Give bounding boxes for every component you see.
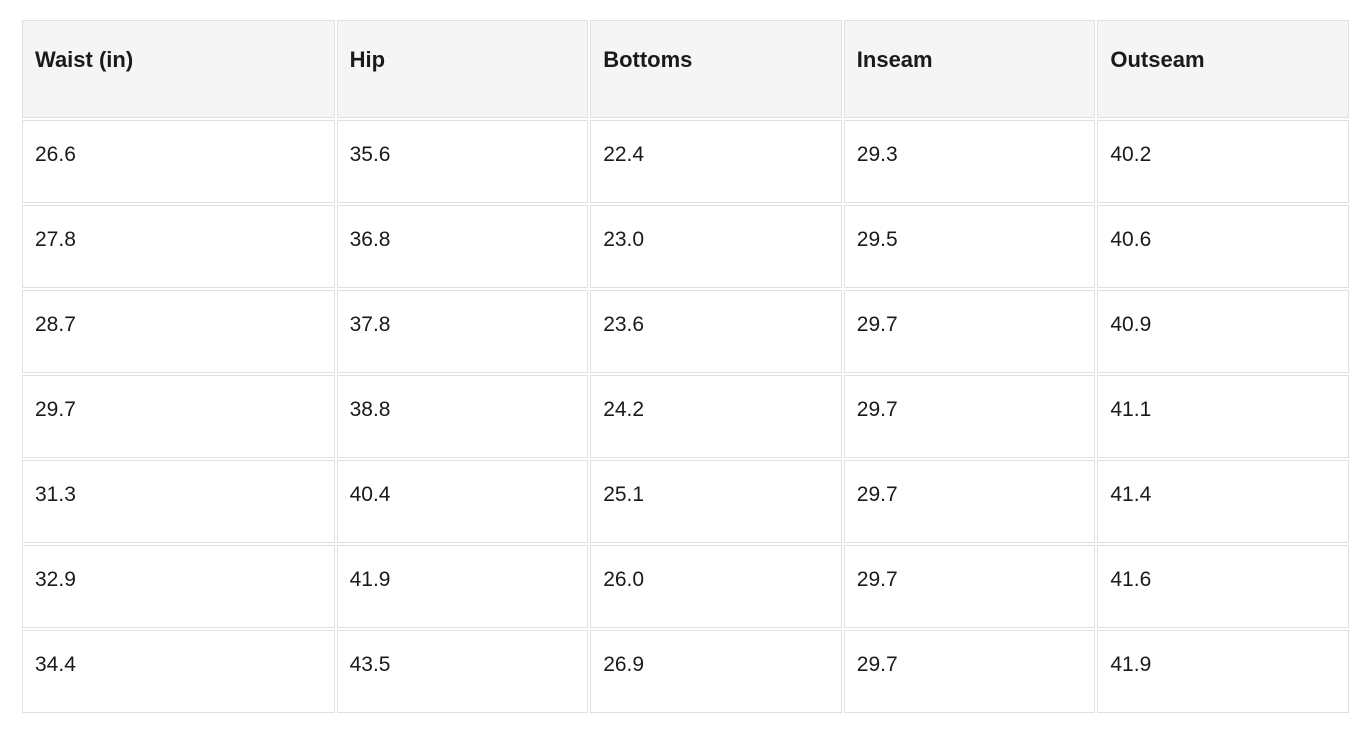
table-cell: 41.9 [336, 545, 589, 628]
table-cell: 31.3 [22, 460, 335, 543]
table-cell: 41.1 [1097, 375, 1349, 458]
table-row: 32.9 41.9 26.0 29.7 41.6 [22, 545, 1349, 628]
table-row: 28.7 37.8 23.6 29.7 40.9 [22, 290, 1349, 373]
table-cell: 25.1 [590, 460, 842, 543]
table-body: 26.6 35.6 22.4 29.3 40.2 27.8 36.8 23.0 29.5 40.6… [22, 120, 1349, 713]
table-cell: 40.9 [1097, 290, 1349, 373]
column-header-inseam: Inseam [843, 20, 1096, 118]
table-row: 29.7 38.8 24.2 29.7 41.1 [22, 375, 1349, 458]
table-cell: 40.6 [1097, 205, 1349, 288]
table-cell: 41.4 [1097, 460, 1349, 543]
table-row: 34.4 43.5 26.9 29.7 41.9 [22, 630, 1349, 713]
table-cell: 36.8 [336, 205, 589, 288]
table-cell: 23.0 [590, 205, 842, 288]
table-row: 26.6 35.6 22.4 29.3 40.2 [22, 120, 1349, 203]
table-cell: 40.4 [336, 460, 589, 543]
table-cell: 28.7 [22, 290, 335, 373]
table-cell: 41.6 [1097, 545, 1349, 628]
column-header-hip: Hip [336, 20, 589, 118]
table-cell: 41.9 [1097, 630, 1349, 713]
table-cell: 29.5 [843, 205, 1096, 288]
table-cell: 26.0 [590, 545, 842, 628]
table-cell: 29.3 [843, 120, 1096, 203]
column-header-outseam: Outseam [1097, 20, 1349, 118]
table-cell: 40.2 [1097, 120, 1349, 203]
table-cell: 24.2 [590, 375, 842, 458]
table-cell: 26.6 [22, 120, 335, 203]
size-chart-table: Waist (in) Hip Bottoms Inseam Outseam 26.6 35… [20, 18, 1351, 715]
table-cell: 29.7 [843, 545, 1096, 628]
table-cell: 29.7 [843, 630, 1096, 713]
table-cell: 22.4 [590, 120, 842, 203]
table-cell: 26.9 [590, 630, 842, 713]
column-header-waist-in: Waist (in) [22, 20, 335, 118]
table-cell: 27.8 [22, 205, 335, 288]
table-cell: 29.7 [22, 375, 335, 458]
table-row: 31.3 40.4 25.1 29.7 41.4 [22, 460, 1349, 543]
table-cell: 34.4 [22, 630, 335, 713]
table-cell: 23.6 [590, 290, 842, 373]
table-cell: 29.7 [843, 290, 1096, 373]
table-row: 27.8 36.8 23.0 29.5 40.6 [22, 205, 1349, 288]
table-cell: 43.5 [336, 630, 589, 713]
column-header-bottoms: Bottoms [590, 20, 842, 118]
table-cell: 29.7 [843, 375, 1096, 458]
table-cell: 29.7 [843, 460, 1096, 543]
table-cell: 32.9 [22, 545, 335, 628]
table-cell: 38.8 [336, 375, 589, 458]
table-cell: 35.6 [336, 120, 589, 203]
table-header: Waist (in) Hip Bottoms Inseam Outseam [22, 20, 1349, 118]
table-cell: 37.8 [336, 290, 589, 373]
table-header-row: Waist (in) Hip Bottoms Inseam Outseam [22, 20, 1349, 118]
